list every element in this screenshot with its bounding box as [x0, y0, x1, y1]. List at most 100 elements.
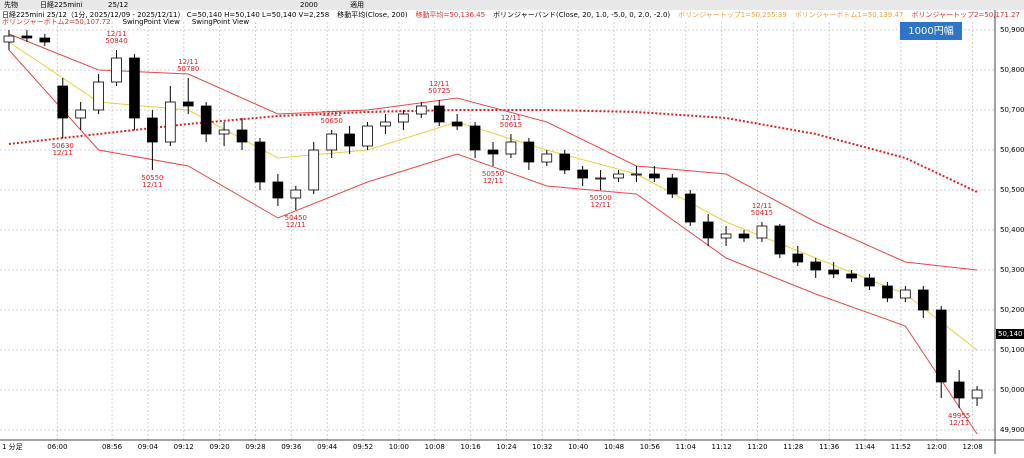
x-tick-label: 11:28	[783, 443, 803, 451]
swing-price: 12/11	[53, 149, 73, 157]
toolbar	[0, 0, 1024, 10]
y-tick-label: 50,700	[1000, 106, 1024, 114]
candle-body	[846, 273, 857, 279]
swing-date: 49955	[948, 412, 970, 420]
toolbar-item[interactable]: 日経225mini	[40, 0, 83, 9]
x-tick-label: 09:44	[317, 443, 338, 451]
last-price-tag	[996, 329, 1024, 339]
swing-price: 50615	[500, 121, 522, 129]
candle-body	[882, 285, 893, 299]
candle-body	[577, 169, 588, 179]
x-tick-label: 08:56	[102, 443, 123, 451]
candle-body	[684, 193, 696, 223]
info-text: 移動平均(Close, 200)	[337, 10, 408, 19]
info-text: ボリンジャーバンド(Close, 20, 1.0, -5.0, 0, 2.0, …	[493, 11, 670, 19]
last-price-label: 50,140	[998, 330, 1023, 338]
candle-body	[433, 105, 445, 123]
candle-body	[21, 35, 33, 39]
candle-body	[326, 133, 337, 151]
toolbar-item[interactable]: 適用	[350, 0, 364, 9]
swing-date: 50500	[589, 194, 611, 202]
candle-body	[39, 37, 51, 43]
candle-body	[380, 121, 391, 127]
info-text: 移動平均=50,136.45	[416, 10, 486, 19]
x-tick-label: 09:20	[210, 443, 230, 451]
x-tick-label: 09:04	[138, 443, 159, 451]
candle-body	[218, 129, 230, 135]
x-tick-label: 11:36	[819, 443, 840, 451]
candle-body	[720, 233, 732, 239]
swing-price: 12/11	[483, 177, 503, 185]
x-tick-label: 06:00	[47, 443, 67, 451]
candle-body	[666, 177, 678, 195]
candle-body	[469, 125, 481, 151]
candle-body	[864, 277, 875, 287]
y-tick-label: 50,200	[1000, 306, 1024, 314]
info-text: ボリンジャートップ1=50,255.39	[678, 11, 787, 19]
swing-price: 12/11	[286, 221, 306, 229]
candle-body	[93, 81, 104, 111]
swing-date: 12/11	[178, 58, 198, 66]
candle-body	[649, 173, 660, 179]
candle-body	[398, 113, 409, 123]
toolbar-item[interactable]: 25/12	[108, 1, 128, 9]
swing-price: 12/11	[142, 181, 162, 189]
range-button[interactable]	[900, 22, 962, 40]
timeframe-label: 1 分足	[2, 442, 23, 451]
x-tick-label: 12:08	[962, 443, 982, 451]
y-tick-label: 50,400	[1000, 226, 1024, 234]
toolbar-item[interactable]: 先物	[4, 0, 18, 9]
candle-body	[523, 141, 535, 163]
info-line: 日経225mini 25/12（1分, 2025/12/09 - 2025/12…	[2, 10, 1020, 26]
x-tick-label: 11:52	[891, 443, 911, 451]
x-tick-label: 10:48	[604, 443, 624, 451]
swing-price: 12/11	[949, 419, 969, 427]
info-text: ボリンジャーボトム1=50,139.47	[795, 11, 904, 19]
candle-body	[756, 225, 768, 239]
candle-body	[935, 309, 947, 383]
swing-date: 12/11	[501, 114, 521, 122]
candle-body	[290, 189, 302, 199]
candle-body	[487, 149, 499, 155]
candle-body	[505, 141, 517, 155]
y-tick-label: 50,000	[1000, 386, 1024, 394]
candle-body	[774, 225, 786, 255]
candle-body	[75, 109, 87, 119]
candle-body	[3, 35, 15, 43]
swing-price: 50725	[428, 87, 450, 95]
candle-body	[129, 57, 140, 119]
candle-body	[236, 129, 248, 143]
candle-body	[362, 125, 373, 147]
candle-body	[147, 117, 158, 143]
info-text: 日経225mini 25/12（1分, 2025/12/09 - 2025/12…	[2, 10, 329, 19]
candle-body	[971, 389, 983, 399]
x-tick-label: 11:12	[712, 443, 732, 451]
y-tick-label: 50,500	[1000, 186, 1024, 194]
candle-body	[792, 253, 804, 263]
swing-date: 50550	[482, 170, 504, 178]
candle-body	[541, 153, 553, 163]
range-button-label[interactable]: 1000円幅	[908, 24, 953, 37]
indicator-line	[8, 33, 978, 271]
candle-body	[308, 149, 320, 191]
candle-body	[953, 381, 965, 399]
plot: 5063012/1112/11508405055012/1112/1150780…	[0, 22, 995, 440]
x-tick-label: 11:20	[747, 443, 767, 451]
swing-date: 12/11	[429, 80, 449, 88]
x-tick-label: 12:00	[927, 443, 947, 451]
swing-date: 12/11	[106, 30, 126, 38]
swing-price: 50780	[177, 65, 199, 73]
candle-body	[613, 173, 624, 179]
candle-body	[702, 221, 714, 239]
y-tick-label: 50,900	[1000, 26, 1024, 34]
toolbar-item[interactable]: 2000	[300, 1, 318, 9]
candle-body	[200, 105, 212, 135]
candle-body	[57, 85, 69, 119]
x-tick-label: 10:56	[640, 443, 661, 451]
x-tick-label: 10:00	[389, 443, 409, 451]
y-tick-label: 49,900	[1000, 426, 1024, 434]
candle-body	[738, 233, 750, 239]
y-tick-label: 50,100	[1000, 346, 1024, 354]
